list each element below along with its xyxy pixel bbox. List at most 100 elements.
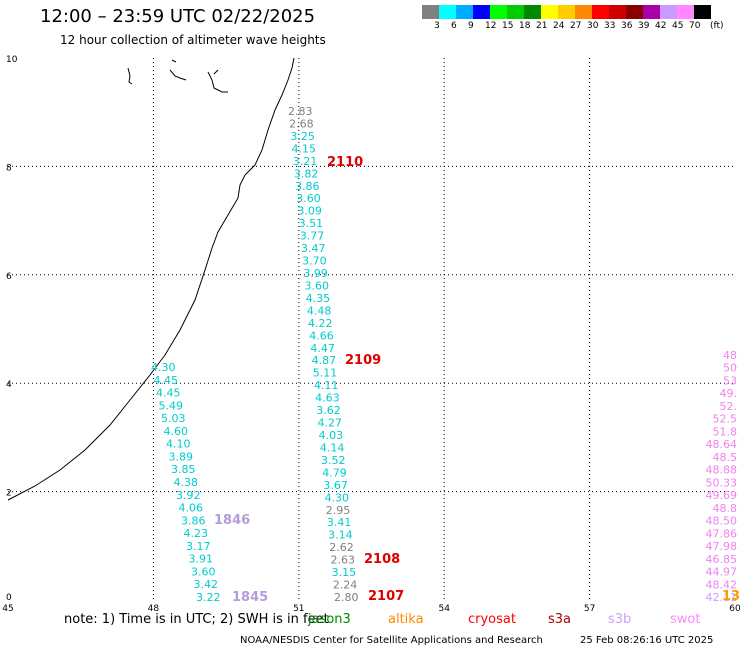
legend-label: 24 — [553, 21, 565, 31]
wave-height-value: 3.86 — [181, 514, 206, 527]
wave-height-value: 3.17 — [186, 540, 211, 553]
legend-color-bar — [422, 5, 711, 19]
x-tick-label: 45 — [2, 604, 13, 614]
wave-height-value: 3.77 — [300, 230, 325, 243]
pass-time-label: 1846 — [214, 513, 250, 528]
wave-height-value: 4.03 — [319, 429, 344, 442]
wave-height-value: 4.22 — [308, 317, 333, 330]
wave-height-value: 4.15 — [292, 142, 317, 155]
wave-height-value: 2.63 — [330, 554, 355, 567]
legend-swatch — [422, 5, 439, 19]
wave-height-value: 5.11 — [313, 367, 338, 380]
y-tick-label: 2 — [6, 489, 12, 499]
pass-time-label: 2109 — [345, 353, 381, 368]
credit-text: NOAA/NESDIS Center for Satellite Applica… — [240, 635, 543, 646]
wave-height-value: 47.86 — [706, 527, 738, 540]
y-tick-label: 8 — [6, 163, 12, 173]
wave-height-value: 3.51 — [299, 217, 324, 230]
mission-label-s3a: s3a — [548, 612, 572, 627]
wave-height-value: 48.42 — [706, 578, 738, 591]
mission-label-altika: altika — [388, 612, 424, 627]
wave-height-value: 3.25 — [290, 130, 315, 143]
legend-label: 27 — [570, 21, 582, 31]
wave-height-value: 4.27 — [317, 417, 342, 430]
legend-labels: 3 6 9 12 15 18 21 24 27 30 33 36 39 42 45 70 (ft) — [422, 19, 724, 31]
legend-label: 6 — [451, 21, 457, 31]
wave-height-value: 4.63 — [315, 392, 340, 405]
wave-height-value: 53 — [723, 374, 737, 387]
legend-label: 21 — [536, 21, 548, 31]
pass-time-label: 2108 — [364, 552, 400, 567]
footer-note: note: 1) Time is in UTC; 2) SWH is in fe… — [64, 612, 329, 627]
wave-height-value: 3.15 — [332, 566, 357, 579]
wave-height-value: 3.85 — [171, 463, 196, 476]
wave-height-value: 47.98 — [706, 540, 738, 553]
coastline — [7, 57, 295, 501]
wave-height-value: 3.52 — [321, 454, 346, 467]
island — [169, 59, 187, 81]
wave-height-value: 3.60 — [191, 565, 216, 578]
wave-height-value: 48.5 — [713, 451, 738, 464]
wave-height-value: 50 — [723, 362, 737, 375]
wave-height-value: 3.42 — [194, 578, 219, 591]
x-tick-label: 57 — [584, 604, 595, 614]
legend-label: 30 — [587, 21, 599, 31]
wave-height-value: 3.41 — [327, 516, 352, 529]
legend-label: 12 — [485, 21, 497, 31]
legend-swatch — [541, 5, 558, 19]
legend-swatch — [677, 5, 694, 19]
legend-label: 15 — [502, 21, 514, 31]
x-tick-label: 60 — [729, 604, 740, 614]
wave-height-value: 3.09 — [297, 205, 322, 218]
wave-height-value: 52.5 — [713, 413, 738, 426]
wave-height-value: 3.60 — [296, 192, 321, 205]
generated-timestamp: 25 Feb 08:26:16 UTC 2025 — [580, 635, 714, 646]
wave-height-value: 3.22 — [196, 591, 221, 604]
wave-height-value: 4.30 — [325, 491, 350, 504]
legend-swatch — [524, 5, 541, 19]
wave-height-value: 4.10 — [166, 438, 191, 451]
wave-height-value: 48 — [723, 349, 737, 362]
map-subtitle: 12 hour collection of altimeter wave hei… — [60, 33, 326, 47]
wave-height-value: 5.49 — [159, 399, 184, 412]
wave-height-value: 4.11 — [314, 379, 339, 392]
wave-height-value: 4.45 — [154, 374, 179, 387]
wave-height-value: 48.50 — [706, 515, 738, 528]
y-tick-label: 10 — [6, 55, 18, 65]
pass-time-label: 2110 — [327, 155, 363, 170]
wave-height-value: 4.30 — [151, 361, 176, 374]
wave-height-value: 52. — [720, 400, 738, 413]
wave-height-value: 51.8 — [713, 425, 738, 438]
legend-label: 3 — [434, 21, 440, 31]
wave-height-value: 3.86 — [295, 180, 320, 193]
wave-height-value: 48.64 — [706, 438, 738, 451]
wave-height-value: 49. — [720, 387, 738, 400]
legend-swatch — [643, 5, 660, 19]
legend-swatch — [558, 5, 575, 19]
wave-height-value: 3.70 — [302, 255, 327, 268]
wave-height-value: 3.82 — [294, 167, 319, 180]
wave-height-value: 4.45 — [156, 387, 181, 400]
wave-height-value: 3.99 — [303, 267, 328, 280]
legend-swatch — [694, 5, 711, 19]
wave-height-value: 48.8 — [713, 502, 738, 515]
mission-label-cryosat: cryosat — [468, 612, 516, 627]
wave-height-value: 3.60 — [305, 279, 330, 292]
wave-height-value: 3.14 — [328, 529, 353, 542]
legend-label: 45 — [672, 21, 684, 31]
axis-tick-labels: 45 48 51 54 57 60 0 2 4 6 8 10 — [2, 55, 740, 614]
wave-height-value: 4.14 — [320, 441, 345, 454]
y-tick-label: 0 — [6, 593, 12, 603]
island — [127, 67, 133, 85]
legend-label: 9 — [468, 21, 474, 31]
legend-swatch — [660, 5, 677, 19]
wave-height-value: 44.97 — [706, 566, 738, 579]
y-tick-label: 6 — [6, 272, 12, 282]
pass-time-label: 1845 — [232, 590, 268, 605]
wave-height-value: 2.68 — [289, 117, 314, 130]
mission-label-swot: swot — [670, 612, 701, 627]
wave-height-value: 4.38 — [174, 476, 199, 489]
wave-height-value: 3.67 — [323, 479, 348, 492]
wave-height-value: 3.91 — [189, 553, 214, 566]
wave-height-value: 50.33 — [706, 476, 738, 489]
